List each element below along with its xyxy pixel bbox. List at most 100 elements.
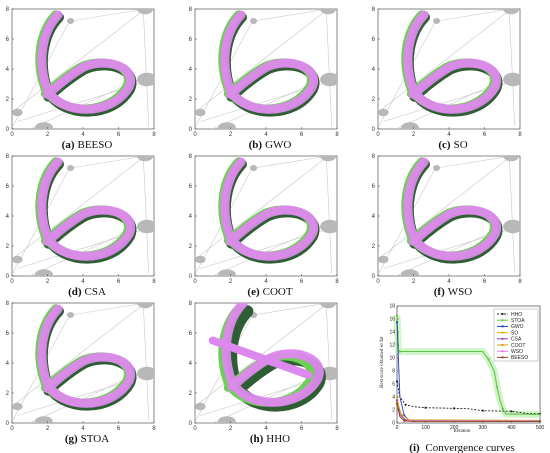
convergence-caption: (i) Convergence curves <box>409 442 514 453</box>
convergence-panel: (i) Convergence curves Iteration Best sc… <box>380 304 544 453</box>
conv-y-tick-label: 6 <box>392 382 395 388</box>
legend-label-coot: COOT <box>511 343 525 349</box>
y-tick-label: 8 <box>6 7 10 13</box>
plot-area <box>378 156 520 276</box>
network-line <box>326 304 332 421</box>
conv-x-tick-label: 500 <box>536 425 545 431</box>
legend-marker <box>501 325 504 328</box>
plot-area <box>12 303 154 423</box>
y-tick-label: 2 <box>189 244 193 250</box>
plot-area <box>195 156 337 276</box>
y-tick-label: 4 <box>6 67 10 73</box>
x-tick-label: 4 <box>264 426 268 432</box>
x-tick-label: 2 <box>229 132 233 138</box>
x-tick-label: 8 <box>152 132 156 138</box>
y-tick-label: 6 <box>189 331 193 337</box>
network-line <box>196 9 329 112</box>
convergence-plot: 0 100 200 300 400 500 0 2 4 6 8 10 12 14 16 18 HHOSTOAGW… <box>389 304 544 431</box>
obstacle <box>218 269 236 276</box>
y-tick-label: 8 <box>189 301 193 307</box>
obstacle <box>35 269 53 276</box>
x-tick-label: 0 <box>376 279 380 285</box>
panel-caption: (h) HHO <box>250 433 290 445</box>
obstacle <box>401 122 419 129</box>
conv-y-tick-label: 14 <box>389 330 395 336</box>
panel-name: CSA <box>85 286 106 298</box>
x-tick-label: 2 <box>46 279 50 285</box>
obstacle <box>503 219 520 234</box>
x-tick-label: 2 <box>412 132 416 138</box>
series-marker-hho <box>481 409 484 412</box>
network-line <box>509 157 515 274</box>
obstacle <box>320 219 337 234</box>
x-tick-label: 6 <box>117 132 121 138</box>
panel-letter: (g) <box>65 433 78 445</box>
obstacle <box>320 156 337 162</box>
x-tick-label: 6 <box>117 279 121 285</box>
obstacle <box>218 416 236 423</box>
y-tick-label: 4 <box>189 214 193 220</box>
series-marker-csa <box>395 399 399 402</box>
y-tick-label: 0 <box>372 274 376 280</box>
x-tick-label: 8 <box>518 132 522 138</box>
plot-area <box>378 9 520 129</box>
x-tick-label: 4 <box>264 279 268 285</box>
network-line <box>436 9 512 22</box>
convergence-xlabel: Iteration <box>454 429 471 434</box>
x-tick-label: 0 <box>193 132 197 138</box>
path-panel-beeso: 0 2 4 6 8 0 2 4 6 8 (a) BEESO <box>6 7 157 151</box>
network-line <box>509 10 515 127</box>
network-line <box>143 157 149 274</box>
network-line <box>13 9 146 112</box>
legend-label-so: SO <box>511 330 518 336</box>
conv-y-tick-label: 12 <box>389 343 395 349</box>
network-line <box>196 156 329 259</box>
obstacle <box>503 72 520 87</box>
legend-label-stoa: STOA <box>511 318 525 324</box>
legend-label-csa: CSA <box>511 337 522 343</box>
series-line-coot <box>396 402 541 421</box>
series-marker-stoa <box>395 314 399 317</box>
y-tick-label: 2 <box>372 97 376 103</box>
path-panel-csa: 0 2 4 6 8 0 2 4 6 8 (d) CSA <box>6 154 157 298</box>
plot-area <box>12 9 154 129</box>
obstacle <box>433 165 441 171</box>
x-tick-label: 2 <box>229 279 233 285</box>
obstacle <box>320 9 337 15</box>
panel-name: GWO <box>265 139 291 151</box>
best-path <box>403 10 502 114</box>
y-tick-label: 0 <box>189 127 193 133</box>
obstacle <box>12 255 23 264</box>
y-tick-label: 4 <box>372 214 376 220</box>
obstacle <box>250 165 258 171</box>
x-tick-label: 4 <box>81 279 85 285</box>
y-tick-label: 2 <box>189 391 193 397</box>
conv-y-tick-label: 4 <box>392 395 395 401</box>
panel-name: HHO <box>266 433 290 445</box>
series-marker-stoa <box>496 386 499 389</box>
plot-area <box>195 303 337 423</box>
y-tick-label: 8 <box>372 154 376 160</box>
y-tick-label: 8 <box>6 154 10 160</box>
series-marker-hho <box>395 380 399 383</box>
conv-y-tick-label: 16 <box>389 317 395 323</box>
y-tick-label: 2 <box>6 391 10 397</box>
series-marker-beeso <box>403 419 406 422</box>
x-tick-label: 6 <box>483 279 487 285</box>
x-tick-label: 4 <box>264 132 268 138</box>
conv-y-tick-label: 8 <box>392 369 395 375</box>
x-tick-label: 8 <box>152 426 156 432</box>
y-tick-label: 2 <box>189 97 193 103</box>
panel-letter: (d) <box>68 286 82 298</box>
obstacle <box>378 255 389 264</box>
network-line <box>326 157 332 274</box>
x-tick-label: 8 <box>152 279 156 285</box>
panel-letter: (h) <box>250 433 264 445</box>
obstacle <box>250 18 258 24</box>
panel-letter: (e) <box>247 286 260 298</box>
best-path <box>37 10 136 114</box>
conv-y-tick-label: 0 <box>392 421 395 427</box>
conv-x-tick-label: 200 <box>450 425 459 431</box>
panel-name: COOT <box>263 286 293 298</box>
network-line <box>253 156 329 169</box>
